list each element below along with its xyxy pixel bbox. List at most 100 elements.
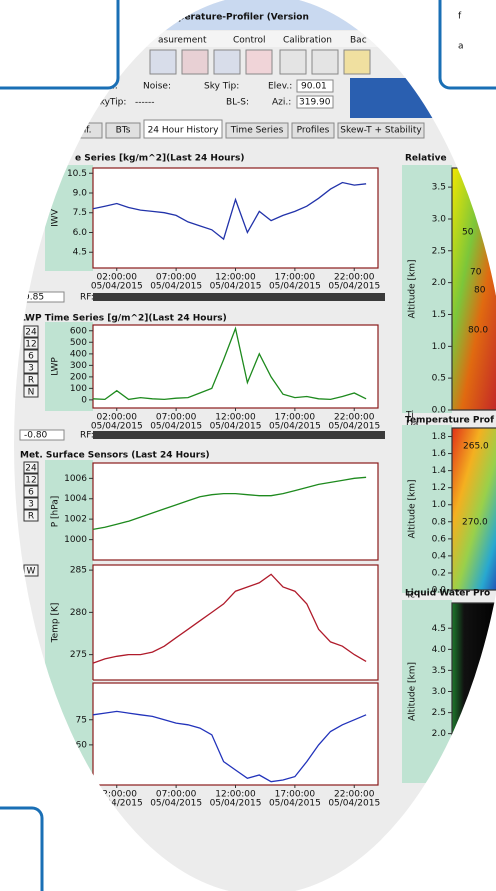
- y-tick-label: 280: [70, 608, 87, 618]
- y-tick-label: 1.4: [432, 466, 447, 476]
- x-tick-label: 22:00:00: [334, 413, 375, 423]
- y-tick-label: 7.5: [73, 208, 87, 218]
- tab-label[interactable]: Time Series: [230, 126, 284, 136]
- button-label[interactable]: 3: [28, 364, 34, 374]
- x-tick-label: 12:00:00: [215, 790, 256, 800]
- button[interactable]: [23, 337, 39, 350]
- plot-area: [92, 462, 379, 561]
- y-tick-label: 2.0: [432, 278, 447, 288]
- x-tick-label: 02:00:00: [97, 413, 138, 423]
- tab-label[interactable]: Profiles: [297, 126, 330, 136]
- status-led: [40, 78, 90, 114]
- x-tick-date: 05/04/2015: [91, 422, 143, 432]
- window-title: perature-Profiler (Version: [178, 13, 309, 23]
- tab-label[interactable]: BTs: [116, 126, 131, 136]
- axis-panel: [402, 165, 452, 413]
- y-tick-label: 0.4: [432, 551, 447, 561]
- y-tick-label: 600: [70, 326, 87, 336]
- data-line: [92, 573, 367, 664]
- x-tick-label: 07:00:00: [156, 790, 197, 800]
- y-tick-label: 1004: [64, 494, 87, 504]
- button-label[interactable]: 6: [28, 352, 34, 362]
- x-tick-date: 05/04/2015: [269, 282, 321, 292]
- x-tick-label: 12:00:00: [215, 273, 256, 283]
- y-tick-label: 1000: [64, 535, 87, 545]
- menu-item[interactable]: Calibration: [283, 36, 332, 46]
- button[interactable]: [23, 564, 39, 577]
- x-tick-date: 05/04/2015: [91, 799, 143, 809]
- y-tick-label: 75: [76, 715, 87, 725]
- button[interactable]: [23, 473, 39, 486]
- y-tick-label: 1.0: [432, 500, 447, 510]
- button[interactable]: [23, 497, 39, 510]
- y-tick-label: 0.0: [432, 586, 447, 596]
- button[interactable]: [23, 349, 39, 362]
- y-tick-label: 10.5: [67, 169, 87, 179]
- button[interactable]: [23, 461, 39, 474]
- y-tick-label: 4.5: [73, 248, 87, 258]
- button[interactable]: [23, 361, 39, 374]
- y-tick-label: 9.0: [73, 189, 88, 199]
- callout-text: f: [458, 12, 462, 22]
- button[interactable]: [23, 373, 39, 386]
- data-line: [92, 181, 367, 241]
- button-label[interactable]: 24: [25, 464, 37, 474]
- y-axis-label: P [hPa]: [51, 496, 61, 528]
- x-tick-date: 05/04/2015: [210, 799, 262, 809]
- button-label[interactable]: 6: [28, 488, 34, 498]
- tab-label[interactable]: 24 Hour History: [148, 126, 220, 136]
- button-label[interactable]: W: [27, 567, 36, 577]
- tab[interactable]: [225, 122, 289, 139]
- button-label[interactable]: N: [28, 202, 35, 212]
- chart-title: Met. Surface Sensors (Last 24 Hours): [20, 451, 210, 461]
- chart-title: Relative: [405, 154, 447, 164]
- button-label[interactable]: N: [28, 388, 35, 398]
- tab[interactable]: [105, 122, 141, 139]
- y-tick-label: 0.6: [432, 534, 447, 544]
- plot-area: [451, 427, 496, 591]
- slider-track: [93, 293, 385, 301]
- tab[interactable]: [337, 122, 425, 139]
- tab-label[interactable]: Skew-T + Stability: [340, 126, 422, 136]
- button-label[interactable]: 12: [25, 476, 36, 486]
- tab-label[interactable]: nf.: [80, 126, 91, 136]
- y-tick-label: 1.6: [432, 449, 447, 459]
- y-tick-label: 0.0: [432, 406, 447, 416]
- slider-label: RF:: [80, 293, 94, 303]
- chart-title: e Series [kg/m^2](Last 24 Hours): [75, 154, 244, 164]
- panel-footer: Ti: [405, 411, 414, 421]
- data-line: [92, 476, 367, 531]
- y-tick-label: 285: [70, 566, 87, 576]
- tab[interactable]: [143, 119, 223, 139]
- y-axis-label: Temp [K]: [51, 603, 61, 644]
- button-label[interactable]: R: [28, 512, 34, 522]
- button[interactable]: [23, 509, 39, 522]
- callout-box: [438, 0, 496, 90]
- button-label[interactable]: R: [28, 376, 34, 386]
- x-tick-label: 22:00:00: [334, 790, 375, 800]
- button[interactable]: [23, 485, 39, 498]
- slider-track: [93, 431, 385, 439]
- y-tick-label: 1.0: [432, 342, 447, 352]
- panel-footer: Tc: [405, 591, 415, 601]
- menu-item[interactable]: asurement: [158, 36, 207, 46]
- tab[interactable]: [291, 122, 335, 139]
- contour-label: 50: [462, 228, 474, 238]
- y-tick-label: 400: [70, 349, 87, 359]
- button-label[interactable]: 3: [28, 500, 34, 510]
- contour-label: 265.0: [463, 442, 489, 452]
- callout-box: [0, 806, 44, 891]
- button[interactable]: [23, 199, 39, 212]
- menu-item[interactable]: Bac: [350, 36, 367, 46]
- menu-item[interactable]: Control: [233, 36, 266, 46]
- axis-panel: [45, 680, 93, 788]
- button[interactable]: [23, 385, 39, 398]
- button-label[interactable]: 24: [25, 328, 37, 338]
- field-label: BL-S:: [226, 98, 249, 108]
- button[interactable]: [23, 325, 39, 338]
- button-label[interactable]: 12: [25, 340, 36, 350]
- y-tick-label: 4.5: [432, 624, 446, 634]
- x-tick-label: 07:00:00: [156, 413, 197, 423]
